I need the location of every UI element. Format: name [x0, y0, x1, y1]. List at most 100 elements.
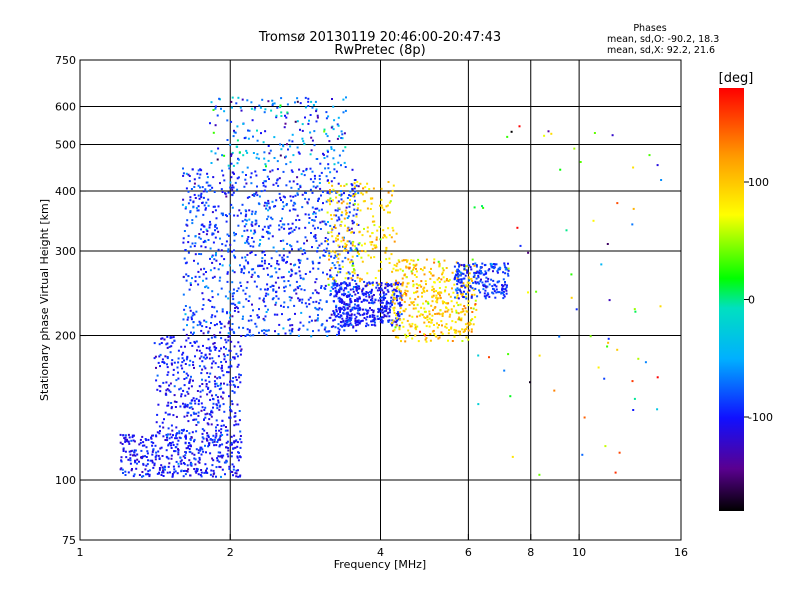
data-point	[372, 294, 375, 296]
data-point	[185, 206, 187, 209]
data-point	[230, 441, 233, 444]
data-point	[249, 252, 252, 255]
data-point	[294, 263, 297, 266]
data-point	[474, 287, 477, 290]
data-point	[328, 181, 330, 184]
data-point	[227, 322, 230, 325]
data-point	[181, 353, 184, 356]
data-point	[159, 365, 161, 368]
data-point	[276, 179, 279, 182]
data-point	[232, 298, 235, 301]
data-point	[239, 106, 242, 109]
data-point	[337, 244, 340, 247]
data-point	[230, 455, 233, 458]
data-point	[181, 367, 184, 370]
data-point	[151, 461, 154, 464]
data-point	[189, 284, 192, 286]
data-point	[220, 424, 223, 427]
data-point	[329, 224, 332, 227]
data-point	[332, 325, 335, 328]
data-point	[311, 206, 314, 209]
data-point	[264, 108, 267, 111]
data-point	[341, 211, 344, 214]
data-point	[235, 378, 238, 381]
data-point	[204, 357, 207, 360]
data-point	[231, 443, 233, 446]
data-point	[177, 465, 180, 468]
data-point	[313, 174, 316, 177]
data-point	[367, 254, 370, 257]
data-point	[158, 467, 161, 469]
data-point	[319, 228, 322, 230]
data-point	[356, 321, 359, 323]
data-point	[428, 317, 431, 320]
data-point	[339, 297, 342, 300]
data-point	[495, 291, 498, 294]
x-tick-label-6: 6	[465, 546, 472, 559]
data-point	[355, 329, 358, 332]
data-point	[370, 197, 372, 200]
data-point	[183, 370, 186, 373]
data-point	[286, 143, 288, 146]
data-point	[338, 245, 341, 248]
data-point	[358, 306, 361, 309]
data-point	[331, 98, 333, 100]
data-point	[282, 205, 285, 208]
data-point	[356, 287, 359, 290]
data-point	[387, 311, 390, 314]
data-point	[209, 473, 212, 476]
data-point	[329, 171, 332, 174]
data-point	[212, 434, 215, 437]
data-point	[453, 305, 455, 308]
data-point	[305, 192, 307, 194]
data-point	[194, 242, 197, 245]
data-point	[207, 331, 210, 334]
data-point	[304, 96, 307, 99]
data-point	[385, 303, 388, 306]
data-point	[217, 399, 220, 402]
data-point	[371, 197, 374, 200]
data-point	[373, 220, 376, 223]
data-point	[350, 277, 353, 280]
data-point	[273, 205, 275, 208]
data-point	[280, 304, 282, 307]
data-point	[296, 176, 299, 179]
data-point	[453, 265, 456, 268]
data-point	[246, 166, 249, 169]
data-point	[169, 442, 171, 444]
data-point	[199, 390, 202, 393]
data-point	[353, 182, 356, 185]
data-point	[197, 345, 200, 348]
data-point	[205, 469, 207, 472]
data-point	[476, 270, 479, 273]
data-point	[228, 365, 231, 368]
data-point	[511, 455, 514, 458]
data-point	[193, 453, 196, 456]
data-point	[460, 281, 463, 284]
data-point	[389, 302, 392, 305]
data-point	[341, 300, 344, 303]
data-point	[363, 292, 365, 295]
data-point	[391, 270, 394, 273]
data-point	[433, 307, 436, 310]
data-point	[656, 408, 659, 411]
data-point	[276, 106, 279, 109]
data-point	[170, 454, 173, 457]
data-point	[427, 321, 430, 324]
data-point	[411, 272, 414, 275]
data-point	[267, 202, 270, 205]
data-point	[270, 257, 273, 260]
data-point	[380, 204, 383, 207]
data-point	[187, 387, 190, 390]
data-point	[267, 225, 270, 228]
data-point	[340, 198, 343, 201]
data-point	[371, 284, 374, 287]
data-point	[233, 357, 236, 360]
data-point	[414, 298, 417, 301]
data-point	[248, 331, 251, 334]
data-point	[220, 249, 223, 252]
data-point	[354, 248, 357, 251]
data-point	[342, 294, 345, 297]
data-point	[467, 300, 470, 303]
data-point	[238, 410, 241, 412]
